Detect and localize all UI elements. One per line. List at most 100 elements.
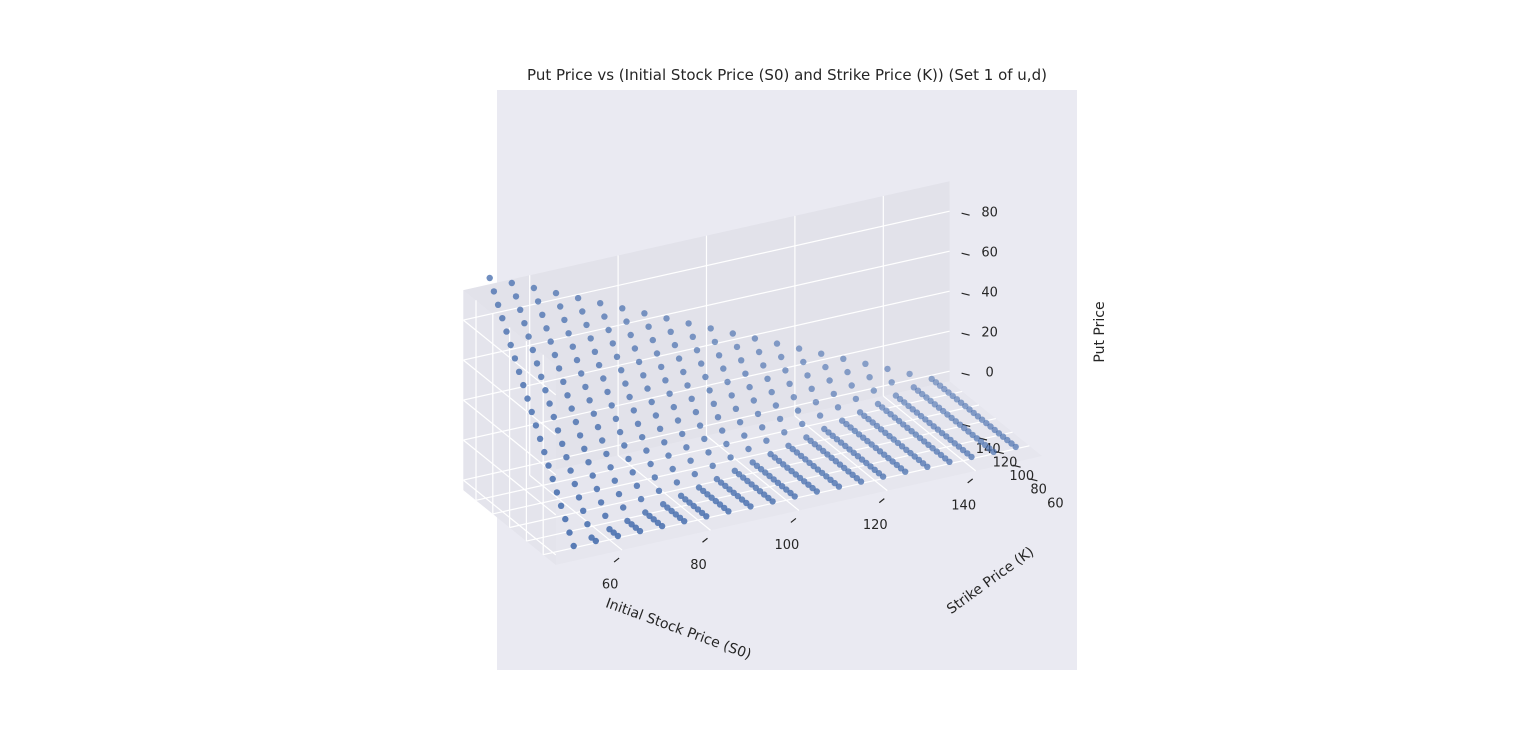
data-point — [565, 330, 572, 337]
data-point — [877, 426, 885, 433]
x-tick-mark — [878, 498, 885, 504]
data-point — [693, 347, 701, 354]
data-point — [732, 405, 740, 412]
x-tick-label: 120 — [863, 518, 888, 533]
data-point — [729, 330, 736, 337]
z-tick-mark — [961, 292, 970, 296]
y-tick-mark — [1029, 478, 1038, 482]
data-point — [555, 365, 563, 372]
z-axis-label: Put Price — [1092, 301, 1108, 362]
data-point — [644, 385, 651, 392]
data-point — [559, 440, 566, 447]
data-point — [742, 370, 749, 377]
data-point — [560, 378, 567, 385]
data-point — [521, 320, 528, 327]
data-point — [570, 542, 577, 550]
data-point — [946, 458, 953, 465]
data-point — [608, 402, 615, 409]
data-point — [800, 358, 807, 366]
data-point — [901, 399, 908, 406]
data-point — [848, 382, 855, 389]
data-point — [812, 399, 820, 406]
data-point — [990, 448, 997, 456]
data-point — [818, 350, 825, 357]
data-point — [943, 433, 950, 440]
data-point — [722, 482, 729, 490]
data-point — [747, 503, 754, 510]
data-point — [595, 361, 603, 369]
data-point — [669, 465, 676, 473]
data-point — [728, 392, 735, 399]
data-point — [575, 494, 583, 501]
data-point — [674, 417, 682, 424]
data-point — [711, 338, 719, 346]
data-point — [562, 515, 569, 523]
data-point — [581, 445, 588, 452]
data-point — [884, 365, 891, 373]
data-point — [879, 473, 887, 480]
data-point — [656, 425, 664, 432]
data-point — [831, 479, 838, 487]
data-point — [924, 463, 931, 470]
data-point — [515, 368, 523, 375]
data-point — [906, 370, 913, 378]
data-point — [532, 422, 540, 429]
data-point — [603, 450, 610, 458]
data-point — [549, 475, 556, 483]
data-point — [658, 522, 666, 530]
data-point — [637, 495, 645, 503]
data-point — [566, 529, 573, 536]
data-point — [763, 437, 770, 444]
data-point — [600, 375, 607, 382]
grid-line-z-side — [463, 479, 557, 556]
data-point — [636, 527, 644, 535]
z-tick-label: 80 — [981, 206, 998, 221]
data-point — [684, 382, 691, 389]
data-point — [1012, 443, 1019, 451]
data-point — [550, 413, 557, 421]
data-point — [587, 335, 594, 342]
chart-title: Put Price vs (Initial Stock Price (S0) a… — [527, 66, 1047, 84]
data-point — [835, 483, 843, 490]
data-point — [902, 468, 909, 475]
data-point — [888, 379, 895, 386]
data-point — [528, 408, 535, 416]
data-point — [648, 398, 655, 406]
data-point — [590, 410, 597, 417]
y-tick-label: 100 — [1009, 469, 1034, 484]
y-tick-mark — [962, 423, 971, 427]
data-point — [723, 440, 730, 448]
data-point — [823, 473, 830, 480]
data-point — [710, 400, 717, 407]
data-point — [593, 485, 601, 493]
data-point — [647, 460, 654, 468]
data-point — [702, 373, 709, 381]
data-point — [545, 462, 552, 469]
data-point — [572, 418, 580, 426]
data-point — [525, 333, 532, 340]
grid-line-z-back — [463, 290, 950, 401]
data-point — [709, 462, 716, 469]
data-point — [536, 435, 544, 442]
data-point — [670, 403, 677, 411]
data-point — [546, 400, 553, 407]
data-point — [703, 513, 710, 520]
data-point — [830, 390, 837, 398]
data-point — [557, 303, 564, 310]
data-point — [512, 293, 520, 300]
data-point — [599, 437, 606, 444]
grid-line-z-back — [463, 370, 950, 481]
data-point — [834, 404, 842, 411]
data-point — [795, 345, 803, 352]
data-point — [750, 397, 757, 404]
data-point — [517, 306, 524, 313]
data-point — [553, 489, 561, 496]
data-point — [547, 338, 554, 345]
data-point — [769, 498, 776, 505]
data-point — [552, 289, 560, 297]
data-point — [816, 412, 824, 419]
data-point — [574, 294, 582, 302]
data-point — [810, 462, 817, 470]
z-tick-mark — [961, 252, 970, 256]
data-point — [539, 311, 546, 318]
